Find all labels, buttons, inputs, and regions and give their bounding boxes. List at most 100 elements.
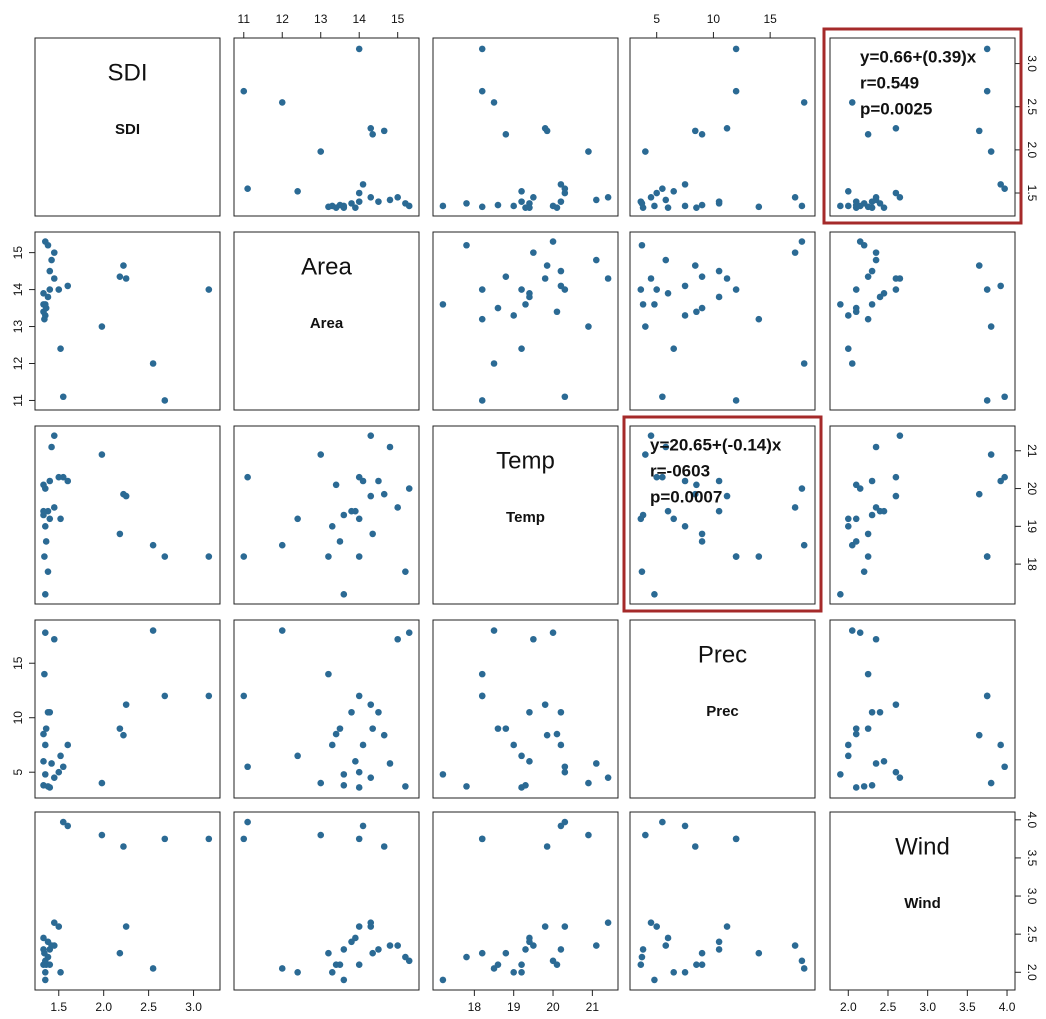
point — [637, 961, 645, 968]
point — [44, 708, 52, 716]
point — [681, 181, 689, 188]
point — [336, 725, 344, 732]
point — [64, 477, 72, 485]
point — [439, 301, 447, 308]
point — [844, 187, 852, 195]
point — [848, 627, 856, 634]
point — [518, 198, 525, 205]
panel-frame — [432, 811, 619, 991]
point — [332, 204, 340, 211]
point — [800, 541, 808, 549]
annotation-box — [822, 27, 1023, 225]
point — [355, 835, 363, 843]
panel-frame — [629, 425, 816, 605]
point — [844, 515, 852, 523]
point — [691, 127, 699, 135]
point — [868, 198, 876, 205]
point — [860, 783, 868, 790]
point — [557, 708, 565, 716]
point — [698, 949, 706, 957]
point — [518, 345, 525, 353]
point — [64, 822, 72, 830]
point — [116, 725, 124, 732]
y-tick-label: 12 — [11, 357, 25, 371]
point — [355, 198, 363, 205]
x-tick-label: 15 — [391, 12, 405, 26]
point — [41, 553, 48, 560]
panel-frame — [34, 231, 221, 411]
point — [975, 262, 983, 269]
point — [40, 730, 47, 738]
point — [791, 504, 799, 511]
point — [530, 635, 537, 643]
point — [848, 99, 856, 106]
x-tick-label: 10 — [707, 12, 721, 26]
point — [651, 202, 658, 210]
point — [715, 946, 723, 953]
point — [367, 432, 375, 439]
point — [205, 286, 213, 293]
point — [340, 511, 348, 519]
y-tick-label: 18 — [1025, 557, 1039, 571]
point — [522, 301, 529, 308]
point — [375, 198, 382, 205]
point — [723, 124, 731, 132]
point — [791, 194, 799, 201]
point — [50, 919, 58, 927]
point — [355, 961, 363, 968]
point — [328, 968, 336, 976]
point — [494, 304, 502, 312]
point — [852, 308, 860, 316]
x-tick-label: 1.5 — [50, 1000, 67, 1014]
point — [55, 923, 63, 930]
point — [852, 481, 860, 489]
point — [386, 942, 394, 949]
point — [57, 515, 64, 523]
x-tick-label: 2.0 — [840, 1000, 857, 1014]
point — [405, 629, 413, 637]
point — [642, 831, 649, 839]
point — [557, 946, 565, 953]
point — [852, 730, 860, 738]
point — [698, 538, 706, 545]
point — [872, 256, 880, 264]
point — [478, 286, 486, 293]
panel-frame — [432, 425, 619, 605]
y-tick-label: 2.0 — [1025, 964, 1039, 981]
point — [892, 124, 900, 132]
point — [983, 87, 991, 95]
point — [852, 515, 860, 523]
point — [375, 946, 382, 953]
point — [41, 238, 49, 245]
point — [698, 273, 706, 280]
point — [41, 741, 49, 749]
point — [530, 194, 537, 201]
point — [502, 725, 510, 732]
point — [116, 530, 124, 538]
point — [983, 553, 991, 560]
point — [659, 393, 666, 401]
point — [439, 976, 447, 984]
point — [800, 99, 808, 106]
y-tick-label: 15 — [11, 656, 25, 670]
point — [541, 701, 549, 708]
point — [40, 961, 47, 968]
panel-frame — [629, 619, 816, 799]
point — [526, 758, 533, 765]
panel-frame — [34, 425, 221, 605]
point — [987, 451, 995, 458]
point — [800, 965, 808, 972]
point — [698, 961, 706, 968]
point — [647, 919, 655, 927]
point — [553, 204, 561, 211]
point — [852, 784, 860, 791]
point — [40, 758, 47, 765]
point — [294, 515, 301, 523]
x-tick-label: 11 — [238, 12, 251, 26]
point — [161, 692, 169, 700]
point — [526, 289, 533, 297]
point — [394, 635, 401, 643]
point — [402, 783, 409, 790]
point — [48, 443, 55, 451]
